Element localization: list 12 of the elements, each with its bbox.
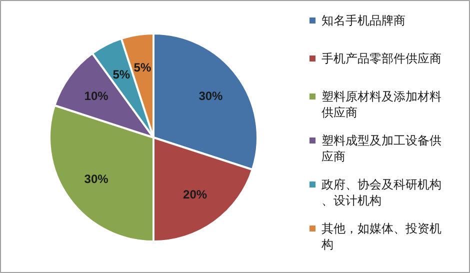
data-label: 20%	[183, 188, 208, 202]
data-label: 5%	[134, 60, 152, 75]
legend-label: 其他，如媒体、投资机构	[320, 222, 442, 252]
legend-label: 政府、协会及科研机构、设计机构	[322, 178, 442, 208]
data-label: 30%	[198, 88, 224, 103]
legend-label: 知名手机品牌商	[322, 14, 406, 28]
legend-label: 塑料原材料及添加材料供应商	[322, 90, 442, 120]
data-label: 30%	[84, 172, 109, 186]
data-label: 5%	[112, 67, 130, 82]
data-label: 10%	[84, 88, 109, 103]
legend-label: 塑料成型及加工设备供应商	[322, 134, 442, 164]
legend-label: 手机产品零部件供应商	[322, 52, 442, 66]
